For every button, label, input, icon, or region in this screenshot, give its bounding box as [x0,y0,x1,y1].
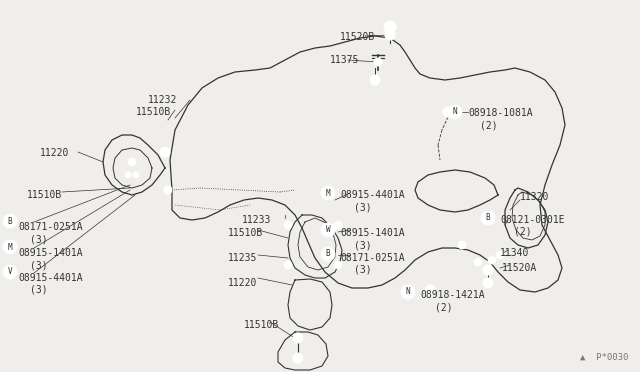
Circle shape [164,186,172,194]
Text: 11235: 11235 [228,253,257,263]
Text: 11220: 11220 [40,148,69,158]
Circle shape [483,278,493,288]
Circle shape [133,172,139,178]
Circle shape [321,223,335,237]
Circle shape [334,221,342,229]
Text: (3): (3) [354,202,372,212]
Circle shape [160,147,170,157]
Text: (3): (3) [354,265,372,275]
Circle shape [488,256,496,264]
Text: (3): (3) [354,240,372,250]
Text: 11232: 11232 [148,95,177,105]
Circle shape [284,261,292,269]
Text: 08918-1421A: 08918-1421A [420,290,484,300]
Text: (2): (2) [480,120,498,130]
Text: (2): (2) [514,227,532,237]
Text: 08915-4401A: 08915-4401A [18,273,83,283]
Circle shape [293,333,303,343]
Circle shape [481,211,495,225]
Text: ▲  P*0030: ▲ P*0030 [580,353,628,362]
Text: 11510B: 11510B [244,320,279,330]
Circle shape [401,285,415,299]
Text: 11320: 11320 [520,192,549,202]
Text: 08918-1081A: 08918-1081A [468,108,532,118]
Text: M: M [8,243,12,251]
Text: 08915-1401A: 08915-1401A [18,248,83,258]
Text: 08915-1401A: 08915-1401A [340,228,404,238]
Circle shape [496,251,504,259]
Circle shape [483,265,493,275]
Text: 08915-4401A: 08915-4401A [340,190,404,200]
Text: 11340: 11340 [500,248,529,258]
Text: V: V [8,267,12,276]
Circle shape [293,353,303,363]
Circle shape [443,107,453,117]
Circle shape [474,258,482,266]
Circle shape [3,214,17,228]
Text: 11375: 11375 [330,55,360,65]
Text: (3): (3) [30,260,47,270]
Text: 11520A: 11520A [502,263,537,273]
Text: N: N [452,108,458,116]
Circle shape [385,30,395,40]
Text: N: N [406,288,410,296]
Text: 11510B: 11510B [27,190,62,200]
Text: W: W [326,225,330,234]
Circle shape [384,21,396,33]
Circle shape [321,247,335,261]
Circle shape [370,75,380,85]
Text: B: B [486,214,490,222]
Circle shape [128,158,136,166]
Circle shape [3,265,17,279]
Text: 11520B: 11520B [340,32,375,42]
Text: 11220: 11220 [228,278,257,288]
Circle shape [448,105,462,119]
Circle shape [458,241,466,249]
Text: 08171-0251A: 08171-0251A [18,222,83,232]
Text: M: M [326,189,330,198]
Text: (3): (3) [30,234,47,244]
Text: 11233: 11233 [242,215,271,225]
Circle shape [284,221,292,229]
Text: 11510B: 11510B [228,228,263,238]
Circle shape [425,285,435,295]
Circle shape [125,172,131,178]
Text: B: B [8,217,12,225]
Text: B: B [326,250,330,259]
Text: 08121-0301E: 08121-0301E [500,215,564,225]
Circle shape [321,186,335,200]
Text: (3): (3) [30,285,47,295]
Circle shape [334,261,342,269]
Circle shape [374,58,382,66]
Text: 08171-0251A: 08171-0251A [340,253,404,263]
Circle shape [3,240,17,254]
Text: 11510B: 11510B [136,107,172,117]
Text: (2): (2) [435,302,452,312]
